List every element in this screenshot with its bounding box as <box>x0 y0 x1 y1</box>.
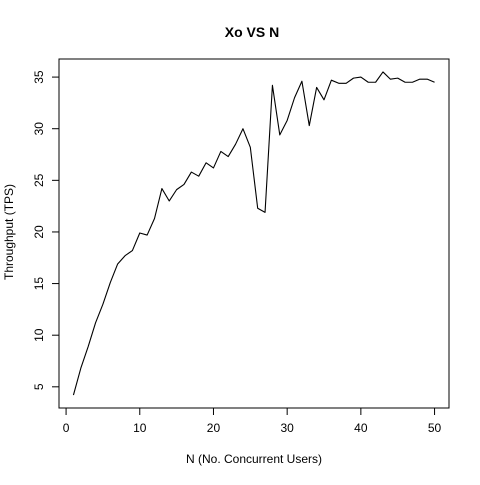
y-axis: 5 10 15 20 25 30 35 <box>32 70 60 390</box>
x-tick-label: 0 <box>63 421 70 435</box>
x-tick-label: 40 <box>354 421 368 435</box>
y-tick-label: 10 <box>32 328 46 342</box>
y-tick-label: 20 <box>32 225 46 239</box>
y-tick-label: 15 <box>32 277 46 291</box>
x-tick-label: 50 <box>428 421 442 435</box>
series-line <box>72 71 435 396</box>
chart-title: Xo VS N <box>225 24 279 40</box>
y-tick-label: 35 <box>32 70 46 84</box>
y-tick-label: 5 <box>32 383 46 390</box>
x-axis-label: N (No. Concurrent Users) <box>186 452 322 466</box>
x-tick-label: 30 <box>280 421 294 435</box>
x-tick-label: 10 <box>133 421 147 435</box>
x-tick-label: 20 <box>207 421 221 435</box>
y-tick-label: 30 <box>32 122 46 136</box>
series-layer <box>72 71 435 396</box>
y-axis-label: Throughput (TPS) <box>2 184 16 280</box>
x-axis: 0 10 20 30 40 50 <box>63 407 442 435</box>
y-tick-label: 25 <box>32 173 46 187</box>
